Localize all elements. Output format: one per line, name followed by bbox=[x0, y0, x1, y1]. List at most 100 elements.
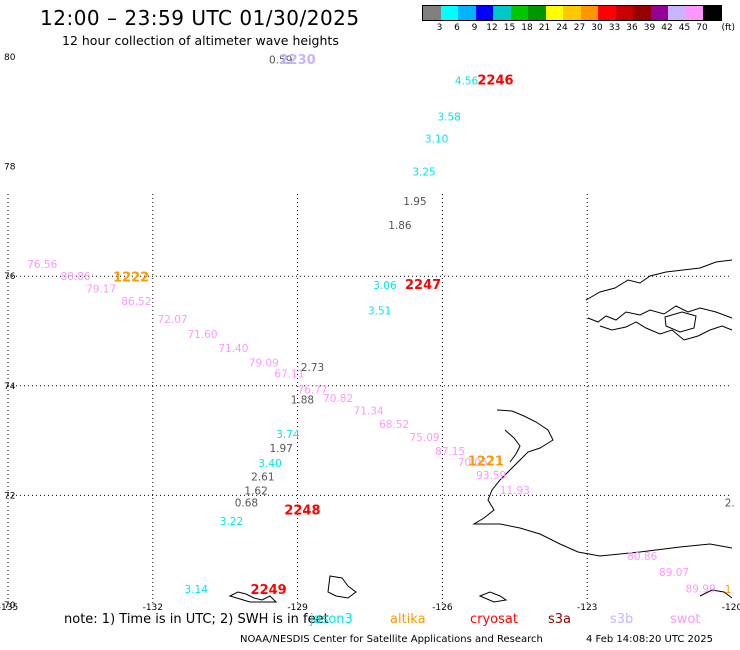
lon-tick-label: -120 bbox=[722, 603, 740, 613]
wave-height-label: 68.52 bbox=[379, 419, 409, 431]
wave-height-label: 89.07 bbox=[659, 567, 689, 579]
wave-height-label: 79.17 bbox=[86, 284, 116, 296]
coastline-segment bbox=[664, 311, 697, 333]
legend-label: 33 bbox=[608, 23, 621, 33]
wave-height-label: 86.52 bbox=[121, 296, 151, 308]
legend-swatch bbox=[650, 6, 668, 20]
wave-height-label: 67.11 bbox=[274, 369, 304, 381]
legend-swatch bbox=[685, 6, 703, 20]
lat-tick-label: 72 bbox=[4, 491, 15, 501]
wave-height-label: 3.58 bbox=[437, 112, 460, 124]
legend-swatch bbox=[423, 6, 441, 20]
legend-label: 39 bbox=[643, 23, 656, 33]
legend-label: 24 bbox=[556, 23, 568, 33]
wave-height-label-clipped: 2. bbox=[725, 497, 735, 509]
color-legend: 3 6 9 12 15 18 21 24 27 30 33 36 39 42 45 70 (ft) bbox=[422, 5, 735, 35]
wave-height-label: 3.51 bbox=[368, 306, 391, 318]
legend-label: 9 bbox=[471, 23, 478, 33]
wave-height-label: 89.99 bbox=[686, 583, 716, 595]
lon-tick-label: -129 bbox=[287, 603, 308, 613]
lat-tick-label: 76 bbox=[4, 272, 16, 282]
satellite-pass-time: 1222 bbox=[113, 271, 149, 286]
wave-height-label: 93.59 bbox=[476, 470, 506, 482]
wave-height-label: 1.95 bbox=[403, 196, 426, 208]
satellite-pass-labels: 2230 2246 2247 1222 1221 2248 2249 bbox=[113, 53, 514, 598]
lon-tick-label: -123 bbox=[577, 603, 597, 613]
coastline-segment bbox=[699, 589, 733, 599]
satellite-pass-time: 2248 bbox=[284, 504, 320, 519]
wave-height-label: 4.56 bbox=[455, 75, 479, 87]
legend-swatch bbox=[615, 6, 633, 20]
wave-height-label: 88.86 bbox=[61, 271, 91, 283]
wave-height-label: 3.25 bbox=[412, 166, 435, 178]
wave-height-label: 0.59 bbox=[269, 55, 292, 67]
wave-height-label: 87.15 bbox=[435, 446, 465, 458]
legend-swatch bbox=[580, 6, 598, 20]
legend-label: 6 bbox=[454, 23, 460, 33]
wave-height-label: 76.56 bbox=[27, 259, 57, 271]
wave-height-label: 70.82 bbox=[323, 393, 353, 405]
wave-height-label: 3.22 bbox=[220, 516, 243, 528]
wave-height-label: 71.34 bbox=[354, 405, 384, 417]
note-satellite-s3a: s3a bbox=[548, 612, 572, 627]
wave-height-label: 70.05 bbox=[458, 457, 488, 469]
legend-label: 21 bbox=[538, 23, 551, 33]
legend-swatch bbox=[528, 6, 546, 20]
note-line: note: 1) Time is in UTC; 2) SWH is in fe… bbox=[64, 612, 700, 627]
wave-height-label: 79.09 bbox=[249, 358, 279, 370]
wave-height-label: 3.40 bbox=[258, 458, 281, 470]
wave-height-label: 2.61 bbox=[251, 472, 274, 484]
lon-tick-label: -126 bbox=[432, 603, 453, 613]
coastline bbox=[228, 259, 733, 603]
wave-height-label: 76.77 bbox=[298, 384, 328, 396]
legend-swatch bbox=[510, 6, 528, 20]
legend-swatch bbox=[563, 6, 581, 20]
legend-unit: (ft) bbox=[721, 23, 736, 33]
page-title: 12:00 – 23:59 UTC 01/30/2025 bbox=[40, 6, 360, 30]
page-subtitle: 12 hour collection of altimeter wave hei… bbox=[62, 33, 339, 48]
legend-label: 42 bbox=[661, 23, 673, 33]
legend-color-bar bbox=[422, 5, 722, 21]
legend-label: 45 bbox=[678, 23, 691, 33]
legend-label: 12 bbox=[486, 23, 498, 33]
coastline-segment bbox=[587, 305, 733, 323]
legend-swatch bbox=[703, 6, 721, 20]
wave-height-label: 3.74 bbox=[276, 429, 300, 441]
legend-swatch bbox=[440, 6, 458, 20]
wave-height-label: 1.86 bbox=[388, 220, 412, 232]
coastline-segment bbox=[585, 259, 733, 301]
wave-height-label: 71.60 bbox=[187, 329, 217, 341]
legend-swatch bbox=[598, 6, 616, 20]
legend-label: 15 bbox=[503, 23, 516, 33]
satellite-pass-time: 2249 bbox=[251, 583, 287, 598]
legend-swatch bbox=[545, 6, 563, 20]
note-satellite-s3b: s3b bbox=[610, 612, 634, 627]
satellite-pass-time: 1221 bbox=[468, 454, 504, 469]
footer-timestamp: 4 Feb 14:08:20 UTC 2025 bbox=[586, 634, 713, 645]
legend-label: 36 bbox=[626, 23, 638, 33]
wave-height-label: 75.09 bbox=[410, 432, 440, 444]
wave-height-label-clipped: 1 bbox=[725, 584, 732, 596]
footer-credit: NOAA/NESDIS Center for Satellite Applica… bbox=[240, 634, 543, 645]
satellite-pass-time: 2247 bbox=[405, 278, 441, 293]
wave-height-label: 3.06 bbox=[373, 280, 397, 292]
coastline-segment bbox=[472, 409, 733, 557]
legend-label: 30 bbox=[591, 23, 603, 33]
wave-height-label: 11.93 bbox=[500, 485, 530, 497]
coastline-segment bbox=[228, 591, 278, 603]
wave-height-label: 1.97 bbox=[269, 443, 292, 455]
legend-label: 18 bbox=[521, 23, 533, 33]
satellite-pass-time: 2230 bbox=[280, 53, 316, 68]
legend-swatch bbox=[633, 6, 651, 20]
coastline-segment bbox=[599, 321, 733, 341]
note-satellite-jason3: jason3 bbox=[310, 612, 353, 627]
wave-height-values: 0.59 4.56 3.58 3.10 3.25 1.95 1.86 3.06 3.51 76.5… bbox=[27, 55, 735, 596]
lon-tick-label: -135 bbox=[0, 603, 18, 613]
wave-height-label: 72.07 bbox=[158, 314, 188, 326]
wave-height-label: 0.68 bbox=[235, 497, 258, 509]
lon-tick-label: -132 bbox=[143, 603, 163, 613]
legend-labels: 3 6 9 12 15 18 21 24 27 30 33 36 39 42 45 70 (ft) bbox=[422, 23, 735, 35]
wave-height-label: 3.14 bbox=[185, 584, 209, 596]
wave-height-label: 71.40 bbox=[218, 343, 248, 355]
